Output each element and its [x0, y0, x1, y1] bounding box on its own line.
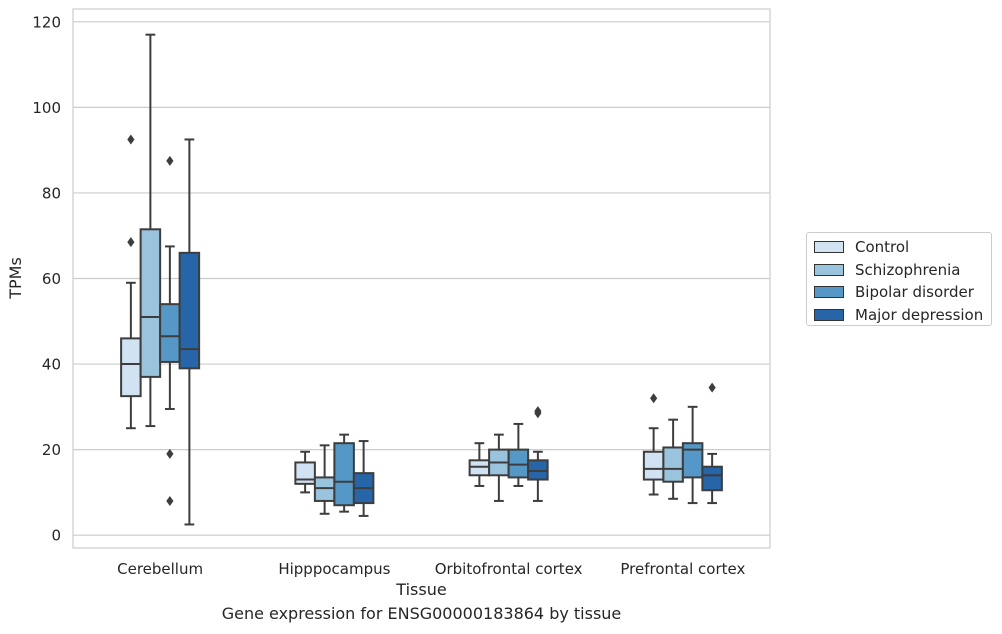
outlier-point	[166, 448, 174, 459]
outlier-point	[708, 382, 716, 393]
iqr-box	[507, 448, 530, 479]
y-tick-label: 0	[51, 527, 61, 545]
legend-item-major-depression: Major depression	[814, 304, 991, 327]
chart-caption: Gene expression for ENSG00000183864 by t…	[221, 604, 622, 623]
legend-label: Control	[855, 238, 910, 257]
legend-label: Schizophrenia	[855, 260, 961, 279]
box-3-3	[701, 382, 723, 505]
iqr-box	[139, 228, 162, 378]
iqr-box	[468, 459, 491, 477]
iqr-box	[662, 446, 684, 483]
legend: Control Schizophrenia Bipolar disorder M…	[806, 232, 992, 326]
outlier-point	[166, 495, 174, 506]
box-1-3	[662, 418, 684, 500]
iqr-box	[159, 303, 181, 363]
box-3-0	[178, 138, 201, 526]
iqr-box	[120, 337, 142, 398]
iqr-box	[313, 476, 336, 502]
y-axis-label: TPMs	[6, 257, 25, 300]
y-tick-label: 20	[42, 441, 61, 459]
iqr-box	[642, 450, 665, 481]
x-tick-label: Hipppocampus	[278, 560, 390, 578]
iqr-box	[178, 251, 201, 370]
x-tick-label: Orbitofrontal cortex	[435, 560, 583, 578]
x-tick-label: Prefrontal cortex	[620, 560, 745, 578]
box-0-0	[120, 134, 142, 430]
iqr-box	[681, 442, 704, 479]
legend-swatch	[814, 241, 844, 254]
outlier-point	[127, 237, 135, 248]
box-2-0	[159, 155, 181, 506]
legend-swatch	[814, 263, 844, 276]
y-tick-label: 40	[42, 356, 61, 374]
iqr-box	[333, 442, 355, 507]
y-tick-label: 100	[32, 99, 61, 117]
x-tick-label: Cerebellum	[117, 560, 203, 578]
iqr-box	[294, 461, 316, 485]
outlier-point	[534, 408, 542, 419]
legend-label: Bipolar disorder	[855, 283, 974, 302]
y-tick-label: 60	[42, 270, 61, 288]
box-3-1	[352, 440, 375, 517]
y-tick-label: 120	[32, 13, 61, 31]
legend-swatch	[814, 286, 844, 299]
y-tick-labels: 0 20 40 60 80 100 120	[32, 13, 61, 544]
legend-item-schizophrenia: Schizophrenia	[814, 259, 991, 282]
legend-swatch	[814, 308, 844, 321]
y-tick-label: 80	[42, 184, 61, 202]
outlier-point	[650, 393, 658, 404]
box-1-1	[313, 444, 336, 515]
x-tick-labels: Cerebellum Hipppocampus Orbitofrontal cort…	[117, 560, 745, 578]
box-1-0	[139, 33, 162, 428]
box-1-2	[488, 433, 510, 502]
box-2-1	[333, 433, 355, 513]
legend-item-control: Control	[814, 236, 991, 259]
box-0-2	[468, 442, 491, 487]
iqr-box	[701, 465, 723, 492]
x-axis-label: Tissue	[395, 580, 446, 599]
box-series	[120, 33, 723, 526]
box-3-2	[527, 406, 549, 502]
legend-label: Major depression	[855, 305, 984, 324]
legend-item-bipolar-disorder: Bipolar disorder	[814, 281, 991, 304]
outlier-point	[127, 134, 135, 145]
iqr-box	[527, 459, 549, 481]
box-0-1	[294, 450, 316, 494]
box-2-3	[681, 405, 704, 505]
outlier-point	[166, 155, 174, 166]
